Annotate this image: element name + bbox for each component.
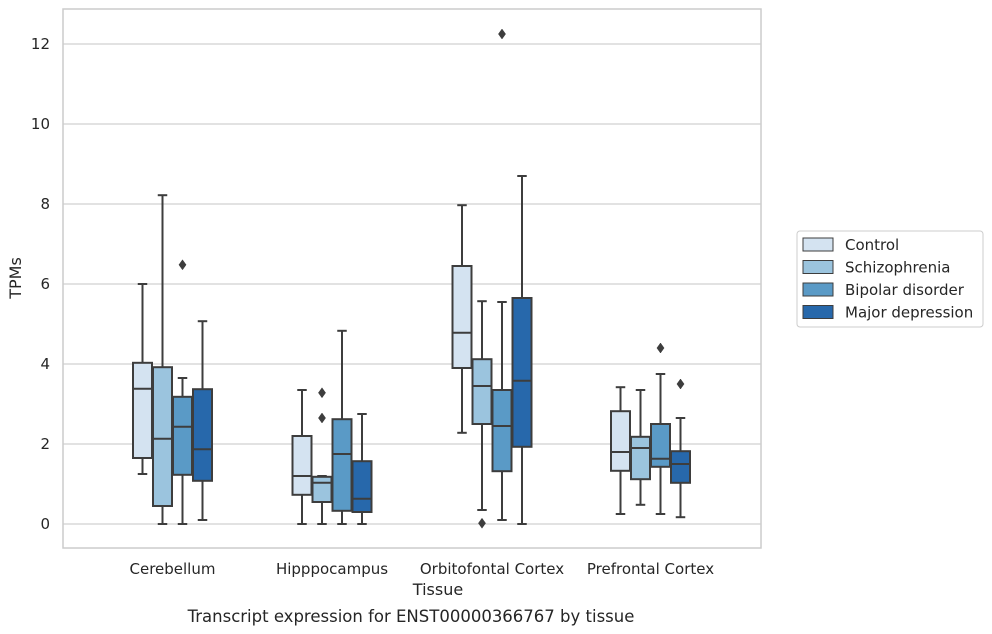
box-body <box>172 395 193 476</box>
y-tick-label: 2 <box>40 435 50 453</box>
outlier-point <box>656 342 665 354</box>
figure-caption: Transcript expression for ENST0000036676… <box>187 607 635 626</box>
y-tick-label: 8 <box>40 195 50 213</box>
x-tick-label: Cerebellum <box>130 560 216 578</box>
box-body <box>610 410 631 472</box>
box-body <box>192 388 213 482</box>
y-tick-label: 10 <box>31 115 50 133</box>
outlier-point <box>318 387 326 399</box>
outlier-point <box>318 412 326 424</box>
box-plot <box>471 300 493 529</box>
box-body <box>152 366 173 508</box>
box-plots <box>132 28 691 529</box>
y-tick-label: 0 <box>40 515 50 533</box>
box-plot <box>650 342 671 515</box>
legend-swatch <box>802 237 834 252</box>
legend-label: Bipolar disorder <box>845 281 965 299</box>
legend-label: Schizophrenia <box>845 259 950 277</box>
box-plot <box>331 329 353 525</box>
plot-frame <box>62 8 762 549</box>
box-body <box>331 418 353 512</box>
outlier-point <box>498 28 506 40</box>
outlier-point <box>478 517 486 529</box>
box-plot <box>132 283 153 475</box>
box-plot <box>630 389 651 506</box>
box-plot <box>511 175 533 525</box>
legend-swatch <box>802 305 834 319</box>
legend: Control Schizophrenia Bipolar disorder Majo… <box>796 230 984 328</box>
y-axis-label: TPMs <box>6 257 25 300</box>
y-tick-label: 12 <box>31 35 50 53</box>
outlier-point <box>178 259 187 271</box>
box-body <box>491 389 513 473</box>
x-axis-label: Tissue <box>412 580 463 599</box>
y-tick-labels: 0 2 4 6 8 10 12 <box>31 35 50 533</box>
box-body <box>311 475 333 503</box>
outlier-point <box>676 378 685 390</box>
box-plot <box>351 413 373 525</box>
box-plot <box>152 194 173 525</box>
box-body <box>670 450 691 484</box>
x-tick-label: Prefrontal Cortex <box>587 560 714 578</box>
box-body <box>451 265 473 369</box>
box-plot <box>451 204 473 434</box>
legend-frame <box>796 230 984 328</box>
box-body <box>471 358 493 426</box>
y-tick-label: 6 <box>40 275 50 293</box>
box-body <box>650 423 671 468</box>
box-body <box>511 297 533 448</box>
box-body <box>132 361 153 459</box>
box-body <box>630 435 651 481</box>
x-tick-label: Orbitofontal Cortex <box>420 560 564 578</box>
box-plot <box>670 378 691 519</box>
x-tick-label: Hipppocampus <box>276 560 388 578</box>
legend-label: Major depression <box>845 304 973 322</box>
box-plot <box>192 320 213 521</box>
box-body <box>351 460 373 514</box>
y-tick-label: 4 <box>40 355 50 373</box>
legend-swatch <box>802 260 834 274</box>
box-plot <box>291 389 313 525</box>
legend-swatch <box>802 282 834 297</box>
box-body <box>291 435 313 496</box>
legend-label: Control <box>845 236 899 254</box>
box-plot <box>491 28 513 521</box>
x-tick-labels: Cerebellum Hipppocampus Orbitofontal Corte… <box>130 560 715 578</box>
